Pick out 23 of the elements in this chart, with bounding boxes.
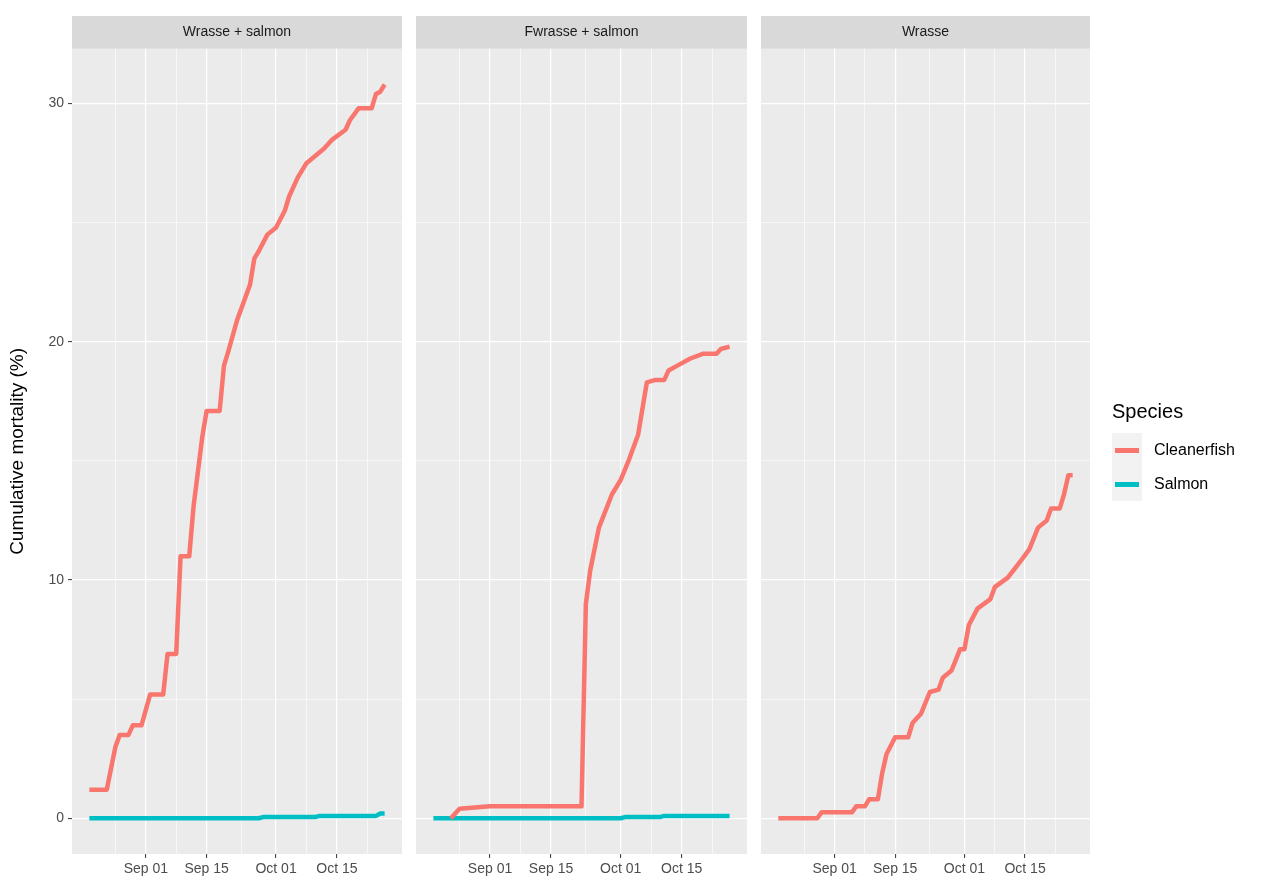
x-tick-label: Oct 01 xyxy=(600,860,642,877)
x-tick-label: Oct 15 xyxy=(316,860,358,877)
legend-label: Cleanerfish xyxy=(1154,441,1235,459)
y-tick-label: 0 xyxy=(56,809,65,826)
x-tick-label: Oct 15 xyxy=(661,860,703,877)
x-tick-label: Sep 01 xyxy=(123,860,169,877)
y-tick-label: 30 xyxy=(48,94,65,111)
x-tick-label: Sep 15 xyxy=(873,860,918,877)
x-tick-label: Oct 15 xyxy=(1004,860,1046,877)
y-tick-label: 20 xyxy=(48,332,65,349)
chart-title: Fwrasse + salmon xyxy=(524,23,639,40)
x-tick-label: Sep 01 xyxy=(812,860,857,877)
chart-title: Wrasse + salmon xyxy=(182,23,292,40)
x-tick-label: Oct 01 xyxy=(943,860,986,877)
x-tick-label: Oct 01 xyxy=(255,860,297,877)
y-axis-title: Cumulative mortality (%) xyxy=(5,347,27,555)
legend-label: Salmon xyxy=(1154,475,1209,493)
x-tick-label: Sep 15 xyxy=(528,860,574,877)
x-tick-label: Sep 15 xyxy=(184,860,229,877)
x-tick-label: Sep 01 xyxy=(467,860,513,877)
legend-title: Species xyxy=(1112,400,1185,423)
y-tick-label: 10 xyxy=(48,570,65,587)
chart-title: Wrasse xyxy=(901,23,950,40)
